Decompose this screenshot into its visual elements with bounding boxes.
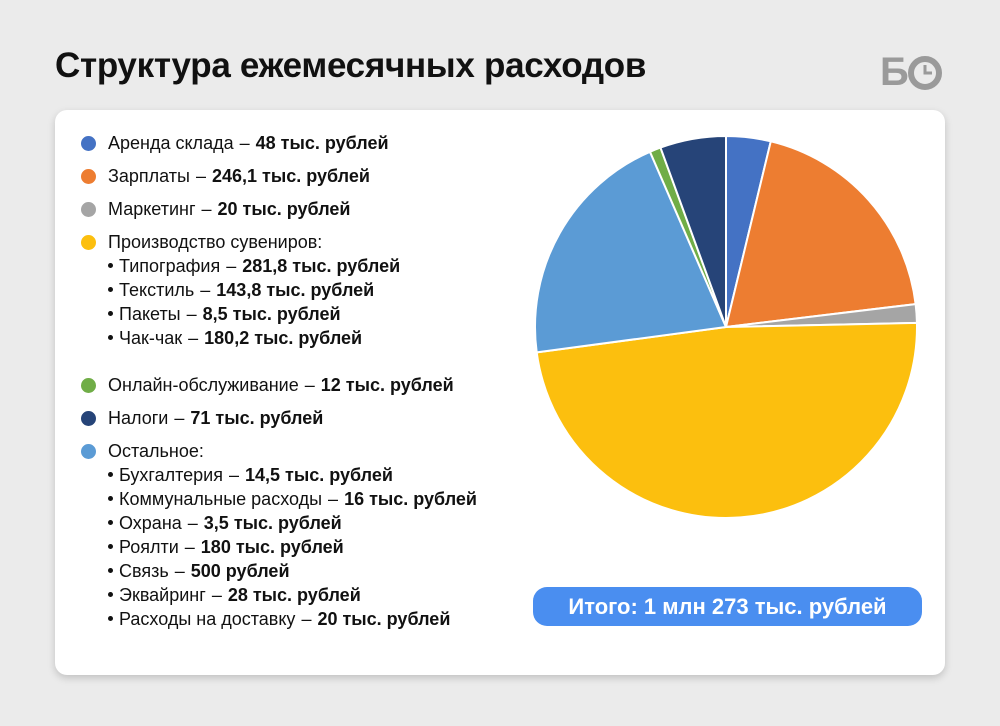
pie-slice: [535, 321, 918, 519]
value-label: 281,8 тыс. рублей: [242, 256, 401, 276]
legend-subitem: Расходы на доставку –20 тыс. рублей: [106, 608, 450, 630]
separator: –: [174, 408, 185, 428]
item-name: Текстиль: [119, 280, 195, 300]
value-label: 48 тыс. рублей: [255, 133, 389, 153]
legend-marker: [81, 444, 96, 459]
legend-subitem: Чак-чак –180,2 тыс. рублей: [106, 327, 362, 349]
item-name: Аренда склада: [108, 133, 234, 153]
item-name: Маркетинг: [108, 199, 196, 219]
separator: –: [211, 585, 222, 605]
legend-item: Производство сувениров:: [81, 231, 323, 253]
bullet: [108, 335, 113, 341]
item-name: Охрана: [119, 513, 182, 533]
item-name: Типография: [119, 256, 221, 276]
value-label: 20 тыс. рублей: [317, 609, 451, 629]
item-name: Расходы на доставку: [119, 609, 296, 629]
bullet: [108, 263, 113, 269]
separator: –: [201, 199, 212, 219]
item-name: Онлайн-обслуживание: [108, 375, 299, 395]
legend-subitem: Текстиль –143,8 тыс. рублей: [106, 279, 374, 301]
bullet: [108, 544, 113, 550]
item-name: Зарплаты: [108, 166, 190, 186]
item-name: Эквайринг: [119, 585, 206, 605]
legend-subitem: Коммунальные расходы –16 тыс. рублей: [106, 488, 477, 510]
bullet: [108, 472, 113, 478]
separator: –: [174, 561, 185, 581]
separator: –: [186, 304, 197, 324]
item-name: Связь: [119, 561, 169, 581]
legend-item: Аренда склада –48 тыс. рублей: [81, 132, 389, 154]
item-name: Пакеты: [119, 304, 181, 324]
total-label: Итого: 1 млн 273 тыс. рублей: [533, 587, 922, 626]
value-label: 20 тыс. рублей: [217, 199, 351, 219]
legend-subitem: Бухгалтерия –14,5 тыс. рублей: [106, 464, 393, 486]
separator: –: [239, 133, 250, 153]
item-name: Налоги: [108, 408, 169, 428]
value-label: 246,1 тыс. рублей: [211, 166, 370, 186]
legend-subitem: Типография –281,8 тыс. рублей: [106, 255, 400, 277]
bullet: [108, 592, 113, 598]
legend-subitem: Связь –500 рублей: [106, 560, 290, 582]
value-label: 71 тыс. рублей: [190, 408, 324, 428]
bullet: [108, 568, 113, 574]
item-name: Роялти: [119, 537, 179, 557]
logo-clock: [908, 56, 942, 90]
value-label: 14,5 тыс. рублей: [244, 465, 393, 485]
separator: –: [184, 537, 195, 557]
item-name: Коммунальные расходы: [119, 489, 323, 509]
bullet: [108, 520, 113, 526]
title: Структура ежемесячных расходов: [55, 46, 647, 85]
legend-item: Маркетинг –20 тыс. рублей: [81, 198, 351, 220]
value-label: 28 тыс. рублей: [227, 585, 361, 605]
separator: –: [328, 489, 339, 509]
legend-marker: [81, 378, 96, 393]
separator: –: [228, 465, 239, 485]
legend-marker: [81, 202, 96, 217]
value-label: 143,8 тыс. рублей: [216, 280, 375, 300]
item-name: Бухгалтерия: [119, 465, 223, 485]
legend-subitem: Пакеты –8,5 тыс. рублей: [106, 303, 341, 325]
pie-slice: [534, 150, 728, 354]
legend-subitem: Роялти –180 тыс. рублей: [106, 536, 344, 558]
legend-subitem: Охрана –3,5 тыс. рублей: [106, 512, 342, 534]
legend-item: Зарплаты –246,1 тыс. рублей: [81, 165, 370, 187]
legend-item: Налоги –71 тыс. рублей: [81, 407, 324, 429]
legend-subitem: Эквайринг –28 тыс. рублей: [106, 584, 361, 606]
separator: –: [226, 256, 237, 276]
group-name: Остальное:: [108, 441, 204, 461]
legend-marker: [81, 136, 96, 151]
bullet: [108, 496, 113, 502]
bullet: [108, 311, 113, 317]
bullet: [108, 287, 113, 293]
separator: –: [301, 609, 312, 629]
separator: –: [304, 375, 315, 395]
value-label: 3,5 тыс. рублей: [203, 513, 342, 533]
legend-marker: [81, 411, 96, 426]
value-label: 12 тыс. рублей: [320, 375, 454, 395]
pie-slice: [659, 134, 727, 328]
separator: –: [195, 166, 206, 186]
legend-marker: [81, 169, 96, 184]
clock-hands: [923, 65, 932, 75]
pie-slice: [724, 140, 917, 329]
value-label: 16 тыс. рублей: [344, 489, 477, 509]
separator: –: [188, 328, 199, 348]
clock-ring: [908, 56, 942, 90]
value-label: 500 рублей: [190, 561, 290, 581]
legend-item: Остальное:: [81, 440, 204, 462]
bullet: [108, 616, 113, 622]
group-name: Производство сувениров:: [108, 232, 323, 252]
separator: –: [187, 513, 198, 533]
item-name: Чак-чак: [119, 328, 183, 348]
value-label: 180,2 тыс. рублей: [204, 328, 363, 348]
legend-item: Онлайн-обслуживание –12 тыс. рублей: [81, 374, 454, 396]
legend-marker: [81, 235, 96, 250]
separator: –: [200, 280, 211, 300]
value-label: 180 тыс. рублей: [200, 537, 344, 557]
value-label: 8,5 тыс. рублей: [202, 304, 341, 324]
logo-letter: Б: [880, 50, 909, 94]
